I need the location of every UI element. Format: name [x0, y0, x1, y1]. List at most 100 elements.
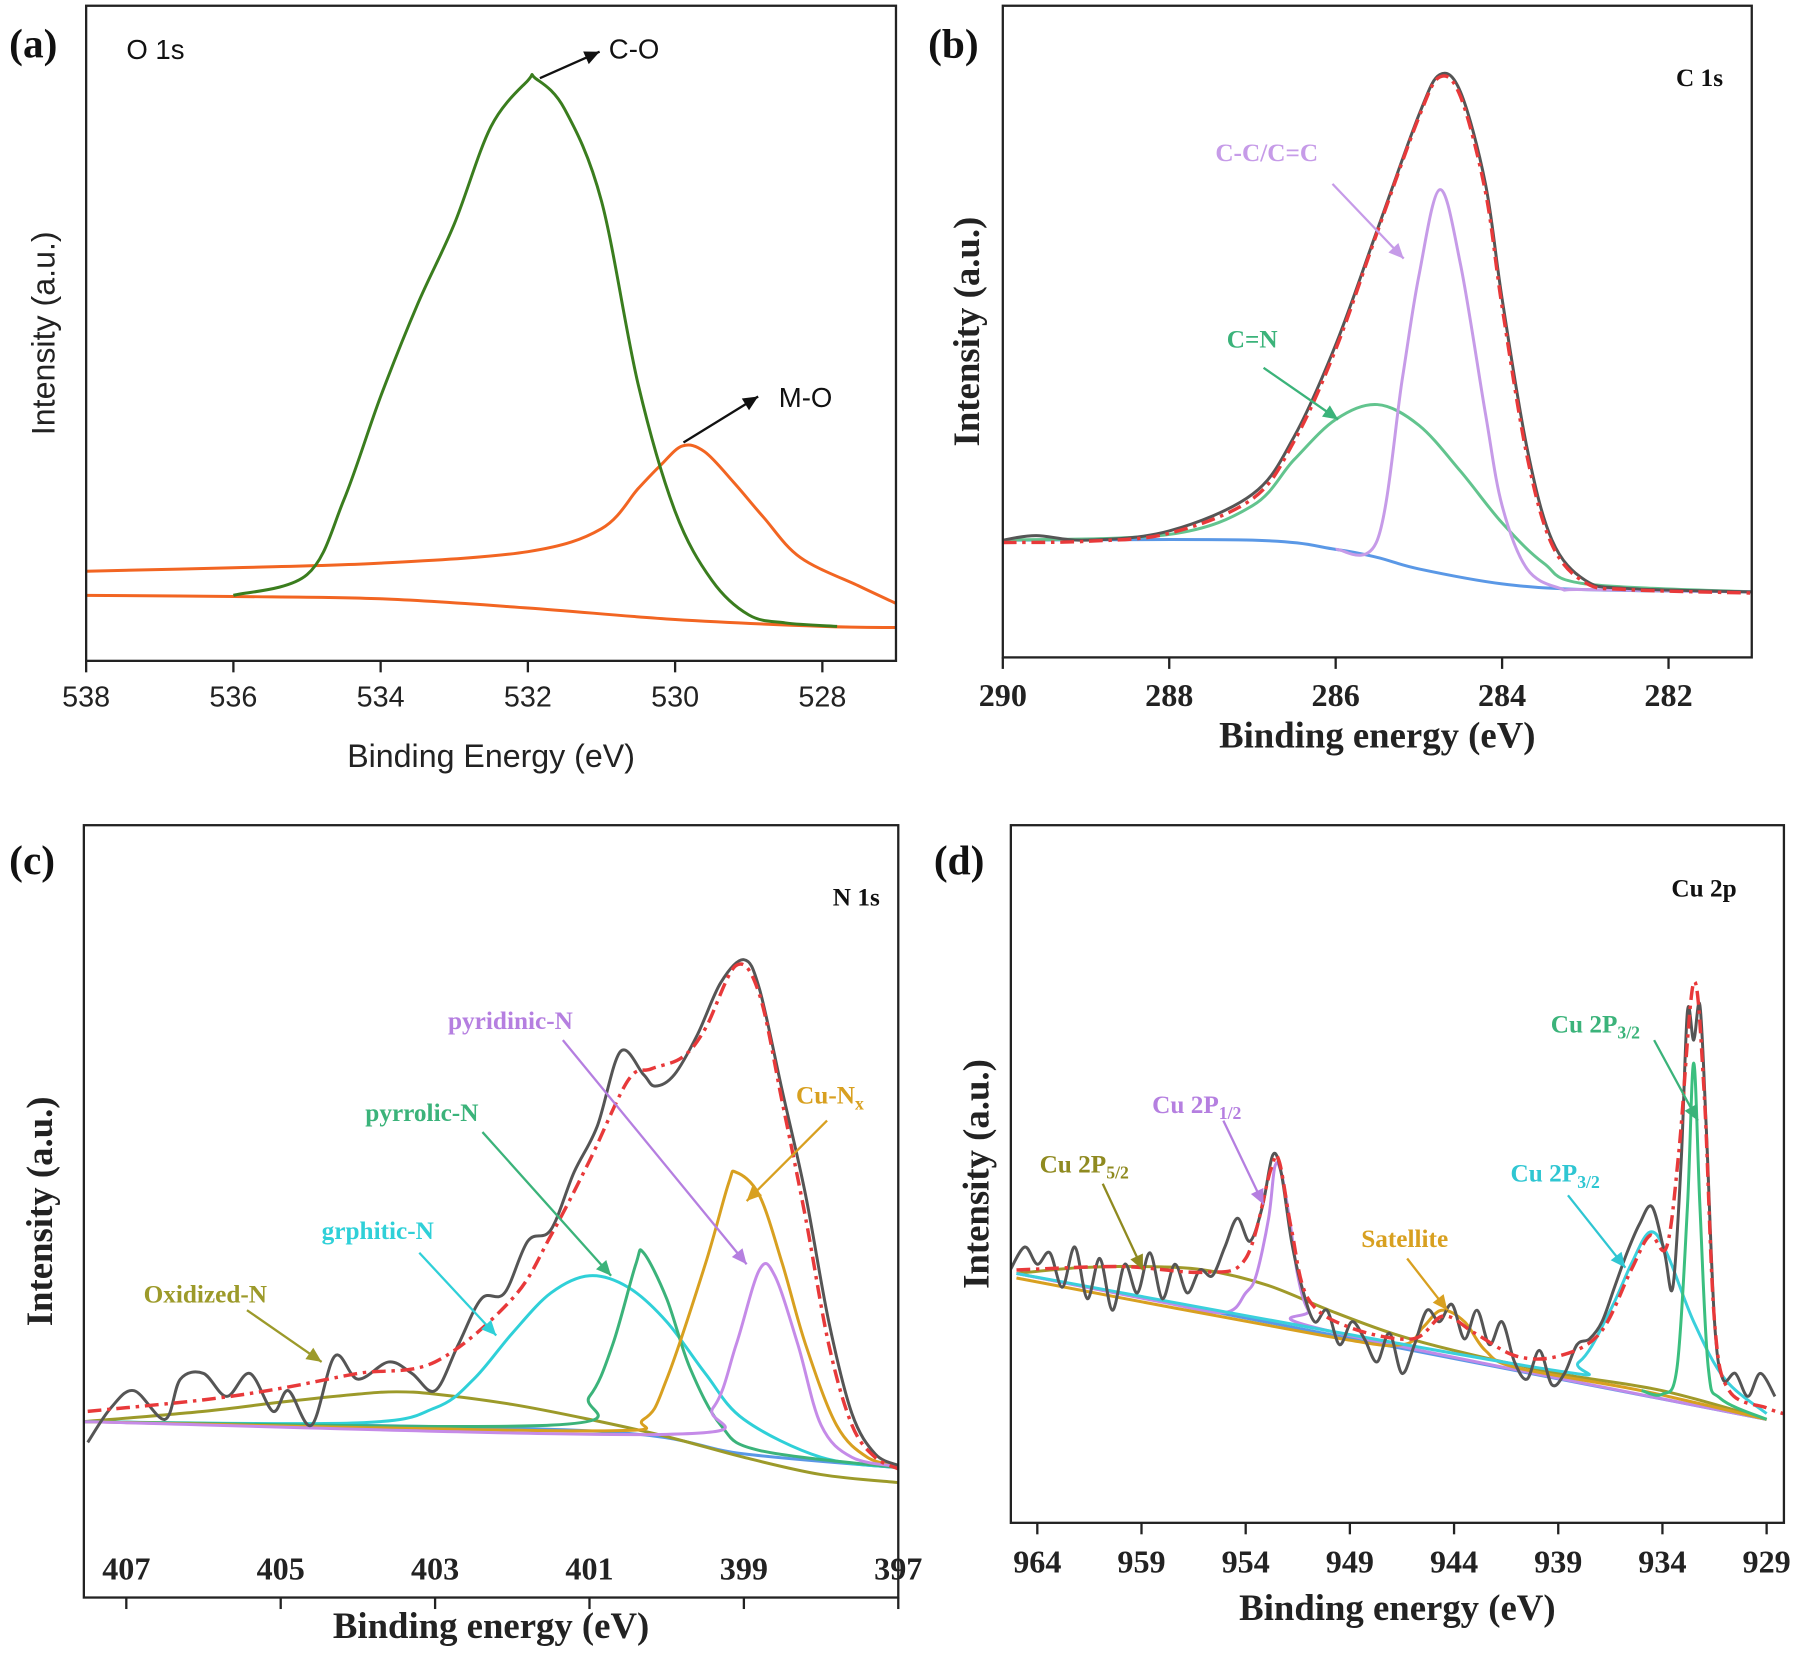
annotation: Cu 2P3/2 — [1551, 1010, 1640, 1042]
x-tick-label: 959 — [1117, 1544, 1165, 1580]
y-axis-label: Intensity (a.u.) — [946, 217, 987, 447]
annotation-subscript: 3/2 — [1617, 1022, 1640, 1042]
y-axis-label: Intensity (a.u.) — [19, 1096, 60, 1326]
x-axis-label: Binding energy (eV) — [1239, 1587, 1555, 1628]
panel-label: (a) — [9, 21, 57, 68]
spectrum-line — [83, 1248, 899, 1470]
annotation-text: M-O — [779, 382, 833, 413]
spectrum-line — [232, 72, 838, 628]
spectrum-line — [1002, 71, 1752, 594]
plot-area — [1002, 71, 1752, 595]
annotation-arrow — [1331, 183, 1405, 260]
arrow-head — [1432, 1294, 1448, 1311]
annotation-arrow — [745, 1119, 828, 1202]
arrow-head — [305, 1347, 322, 1362]
x-tick-label: 929 — [1743, 1544, 1791, 1580]
annotation: Cu-Nx — [796, 1081, 864, 1113]
panel: 407 405 403 401 399 397 Binding energy (eV) Int… — [9, 824, 922, 1646]
annotation: Cu 2P3/2 — [1511, 1160, 1600, 1192]
x-tick-label: 949 — [1326, 1544, 1374, 1580]
annotation-arrow — [1222, 1120, 1265, 1205]
annotation-subscript: 3/2 — [1577, 1172, 1600, 1192]
spectrum-line — [1335, 188, 1752, 594]
annotation-arrow — [481, 1131, 612, 1277]
annotation: Satellite — [1361, 1225, 1448, 1253]
arrow-head — [596, 1259, 612, 1276]
x-tick-label: 407 — [102, 1551, 150, 1587]
spectrum-line — [1641, 1061, 1768, 1421]
arrow-head — [746, 1185, 763, 1202]
x-tick-label: 964 — [1013, 1544, 1061, 1580]
plot-area — [1010, 979, 1784, 1421]
x-tick-label: 934 — [1638, 1544, 1686, 1580]
spectrum-label: N 1s — [833, 884, 880, 912]
x-tick-label: 939 — [1534, 1544, 1582, 1580]
annotation-text: grphitic-N — [322, 1217, 434, 1245]
spectrum-line — [1002, 74, 1752, 595]
annotation-text: pyrrolic-N — [365, 1099, 478, 1127]
y-axis-label: Intensity (a.u.) — [955, 1059, 996, 1289]
x-tick-label: 288 — [1145, 677, 1193, 713]
annotation-text: Oxidized-N — [144, 1280, 267, 1308]
annotation-text: C-C/C=C — [1215, 139, 1318, 167]
arrow-head — [1322, 405, 1339, 420]
annotation: C=N — [1227, 325, 1278, 353]
spectrum-line — [1002, 538, 1752, 594]
x-tick-label: 403 — [411, 1551, 459, 1587]
plot-area — [86, 72, 896, 630]
spectrum-line — [87, 962, 899, 1471]
x-tick-label: 536 — [209, 681, 257, 713]
annotation-text: C=N — [1227, 325, 1278, 353]
plot-frame — [1001, 4, 1753, 659]
x-tick-label: 534 — [357, 681, 405, 713]
annotation: Cu 2P1/2 — [1152, 1091, 1241, 1123]
x-tick-label: 282 — [1644, 677, 1692, 713]
spectrum-line — [83, 1390, 899, 1485]
annotation-arrow — [246, 1309, 323, 1363]
spectrum-line — [83, 1169, 899, 1467]
x-axis-label: Binding energy (eV) — [333, 1605, 649, 1646]
spectrum-label: O 1s — [126, 34, 184, 65]
x-tick-label: 532 — [504, 681, 552, 713]
x-tick-label: 405 — [257, 1551, 305, 1587]
annotation-arrow — [1101, 1183, 1144, 1271]
spectrum-line — [83, 1274, 899, 1470]
spectrum-line — [86, 443, 896, 605]
x-tick-label: 528 — [798, 681, 846, 713]
annotation-text: C-O — [609, 34, 660, 65]
annotation-arrow — [418, 1251, 498, 1337]
arrow-head — [1684, 1104, 1698, 1121]
annotation-text: Cu 2P — [1040, 1150, 1107, 1178]
annotation: Cu 2P5/2 — [1040, 1150, 1129, 1182]
spectrum-line — [1016, 1230, 1768, 1415]
annotation: pyridinic-N — [448, 1007, 573, 1035]
annotation-text: Cu 2P — [1511, 1160, 1578, 1188]
x-tick-label: 944 — [1430, 1544, 1478, 1580]
y-axis-label: Intensity (a.u.) — [25, 231, 61, 435]
panel-label: (d) — [934, 837, 985, 884]
x-tick-label: 290 — [979, 677, 1027, 713]
annotation: M-O — [779, 382, 833, 413]
arrow-head — [1130, 1253, 1143, 1270]
panel-label: (c) — [9, 837, 55, 884]
panel-label: (b) — [928, 21, 979, 68]
panel: 538 536 534 532 530 528 Binding Energy (eV) Int… — [9, 4, 898, 774]
arrow-head — [1388, 243, 1404, 259]
annotation-text: pyridinic-N — [448, 1007, 573, 1035]
annotation-arrow — [561, 1039, 748, 1265]
annotation: Oxidized-N — [144, 1280, 267, 1308]
x-tick-label: 401 — [565, 1551, 613, 1587]
annotation-subscript: x — [855, 1094, 864, 1114]
arrow-head — [1610, 1251, 1626, 1268]
x-tick-label: 530 — [651, 681, 699, 713]
spectrum-line — [1010, 1001, 1777, 1398]
arrow-head — [1250, 1188, 1264, 1205]
x-tick-label: 399 — [720, 1551, 768, 1587]
arrow-head — [731, 1248, 747, 1265]
spectrum-label: Cu 2p — [1671, 875, 1736, 903]
plot-frame — [85, 4, 898, 662]
x-tick-label: 286 — [1312, 677, 1360, 713]
x-tick-label: 397 — [874, 1551, 922, 1587]
